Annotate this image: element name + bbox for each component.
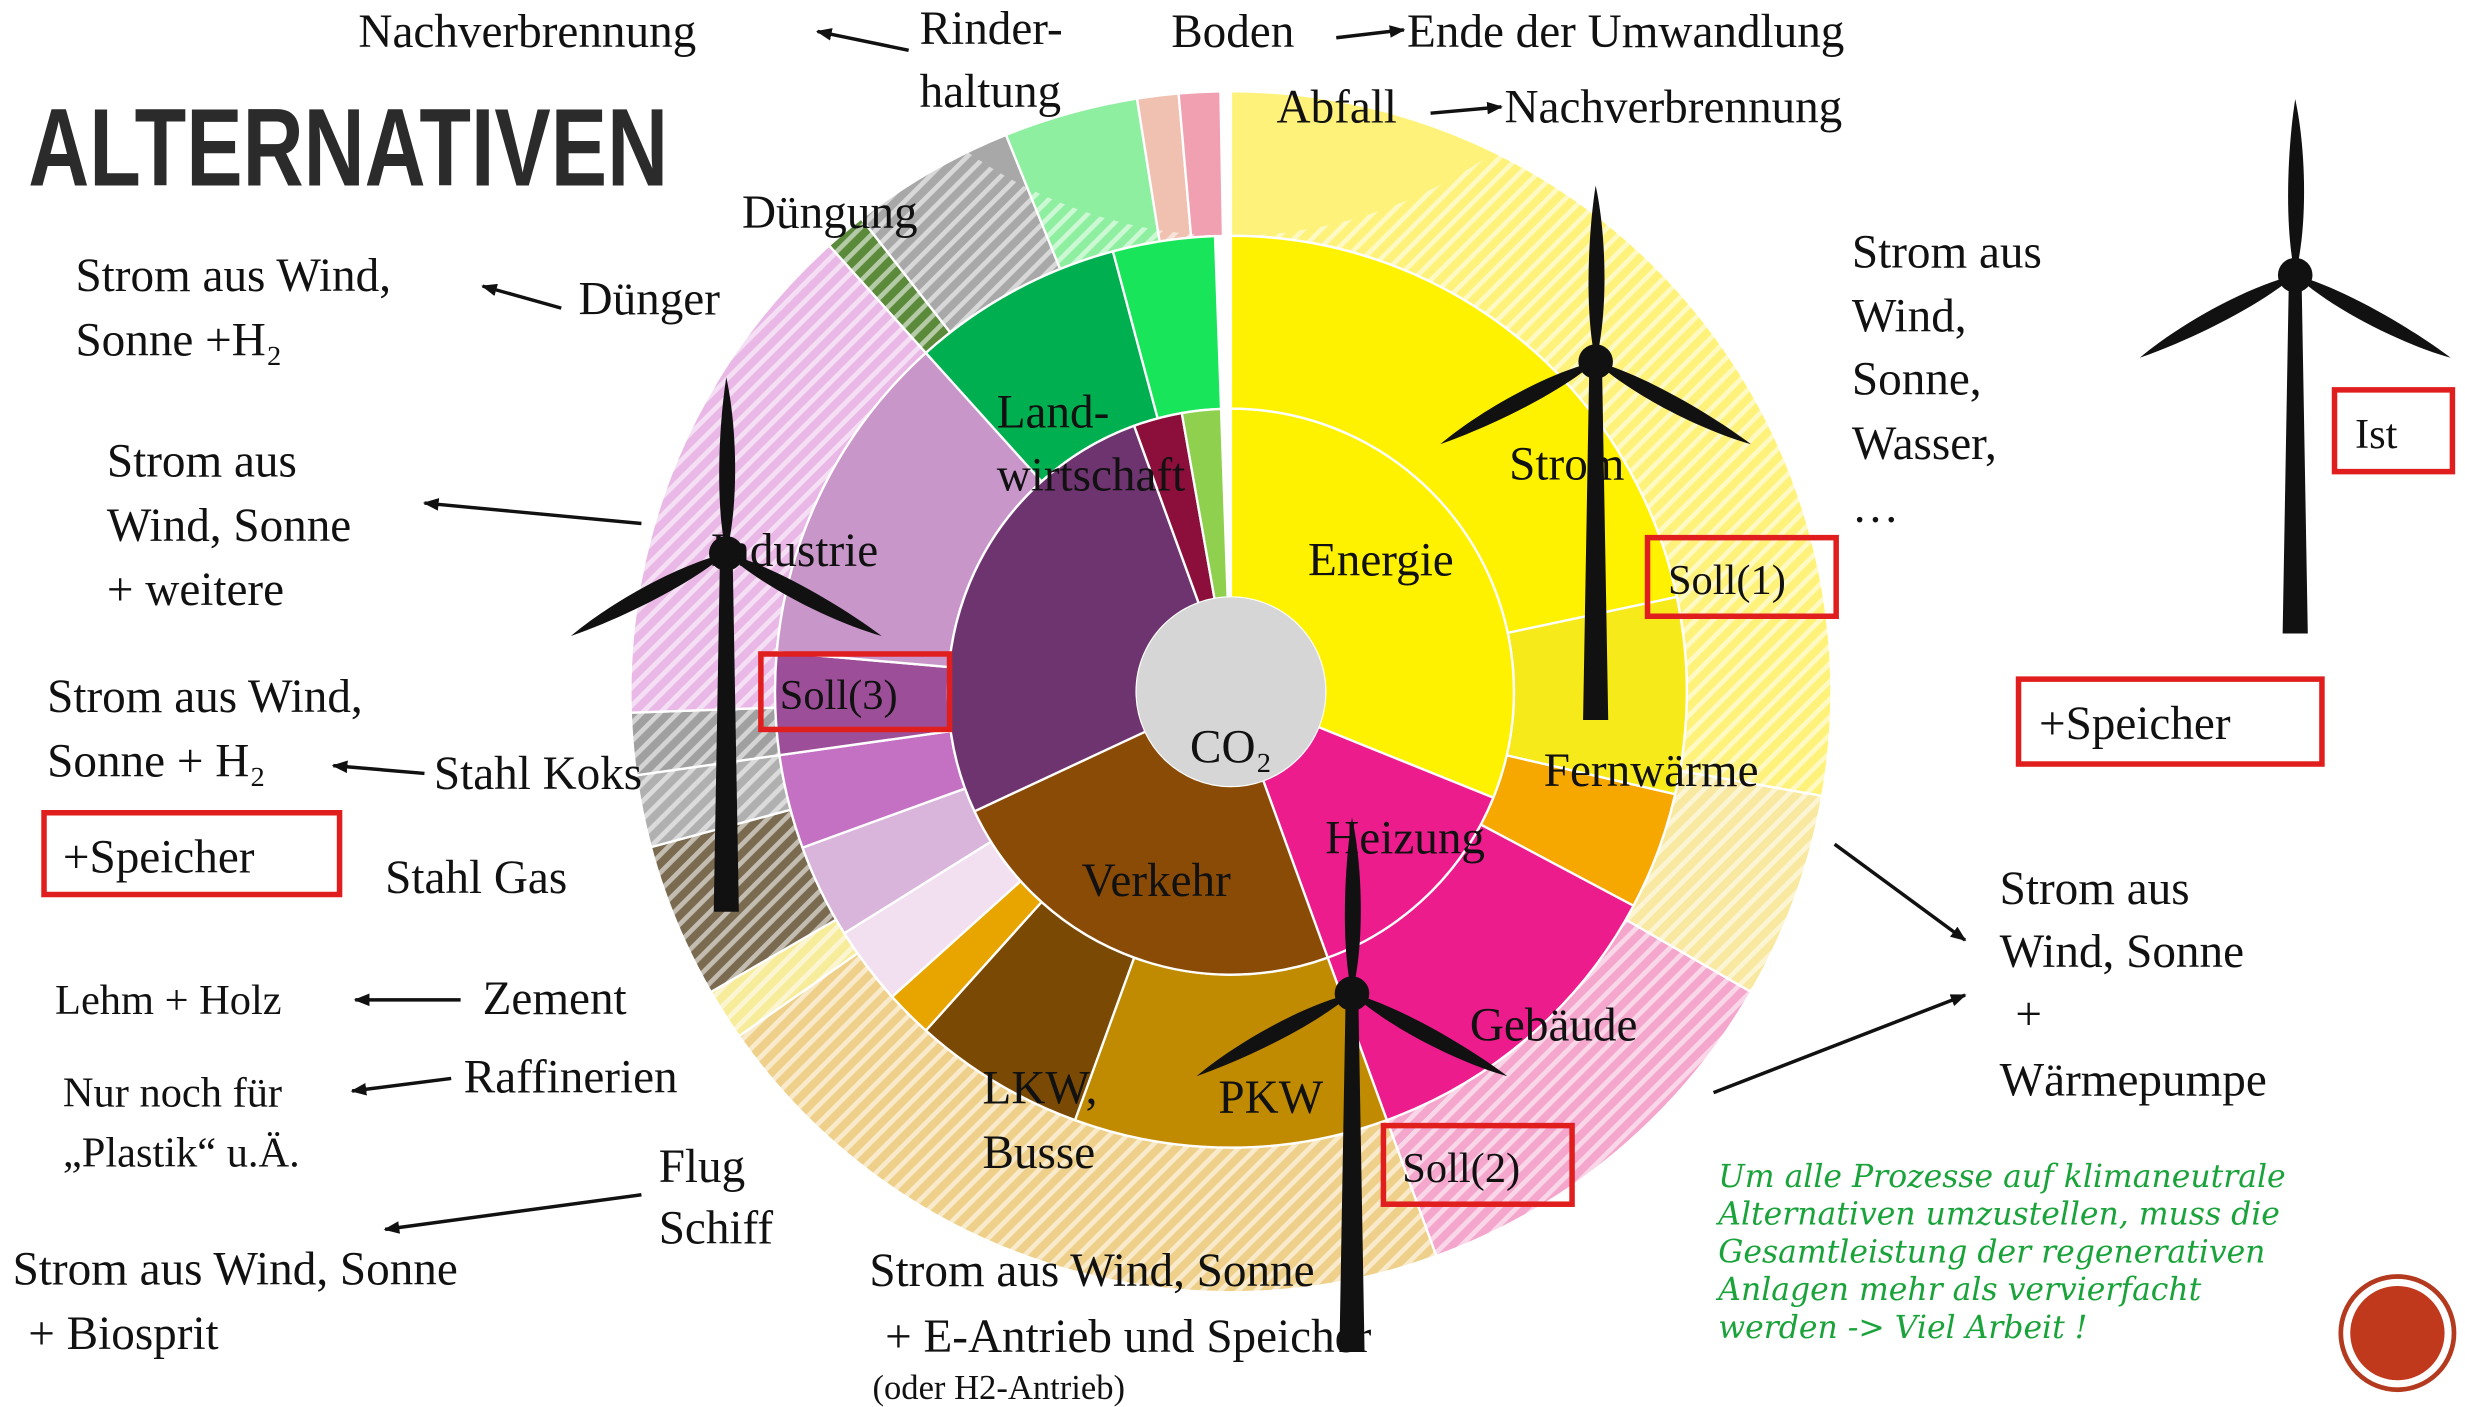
label: Strom aus Wind, [47,671,363,723]
label: Anlagen mehr als vervierfacht [1715,1272,2201,1308]
label: Wasser, [1852,418,1997,470]
label: CO₂ [1190,721,1272,773]
label: Strom [1509,438,1624,490]
label: Gesamtleistung der regenerativen [1718,1234,2265,1270]
label: Nachverbrennung [358,6,696,58]
label: Schiff [659,1203,774,1255]
label: Soll(1) [1668,557,1786,604]
label: Wind, Sonne [107,500,351,552]
label: Wärmepumpe [2000,1055,2267,1107]
label: Düngung [742,187,918,239]
label: haltung [920,66,1061,118]
label: Ist [2355,411,2398,458]
sector [972,730,1330,976]
label: Ende der Umwandlung [1407,6,1844,58]
box [1644,534,1839,620]
label: Alternativen umzustellen, muss die [1715,1197,2280,1233]
label: Stahl Koks [434,748,642,800]
slide-icon [2338,1274,2457,1393]
label: +Speicher [2039,698,2231,750]
box [2331,387,2456,475]
label: Sonne + H₂ [47,736,266,788]
label: + [2015,989,2042,1041]
label: Energie [1308,534,1454,586]
label: Strom aus [2000,863,2190,915]
label: Wind, Sonne [2000,926,2244,978]
label: Gebäude [1470,1000,1638,1052]
label: wirtschaft [997,449,1186,501]
box [1380,1122,1575,1207]
label: Strom aus [1852,226,2042,278]
center-circle [1136,597,1326,787]
label: Boden [1171,6,1294,58]
label: Dünger [579,273,721,325]
label: Lehm + Holz [55,977,282,1024]
label: Nachverbrennung [1504,82,1842,134]
label: Stahl Gas [385,852,567,904]
label: Zement [483,973,627,1025]
label: Strom aus Wind, Sonne [869,1245,1314,1297]
label: Soll(2) [1402,1145,1520,1192]
label: Strom aus Wind, Sonne [13,1243,458,1295]
label: LKW, [983,1063,1098,1115]
label: Strom aus [107,435,297,487]
label: + weitere [107,564,284,616]
label: Soll(3) [780,672,898,719]
label: … [1852,481,1899,533]
label: Fernwärme [1544,745,1759,797]
box [758,651,953,733]
label: Raffinerien [464,1052,678,1104]
label: „Plastik“ u.Ä. [63,1129,300,1176]
label: Land- [997,387,1110,439]
label: Sonne +H₂ [75,314,282,366]
label: Strom aus Wind, [75,250,391,302]
box [2015,676,2325,767]
label: Rinder- [920,3,1063,55]
title: ALTERNATIVEN [28,87,668,210]
label: Flug [659,1141,745,1193]
label: Um alle Prozesse auf klimaneutrale [1718,1159,2285,1195]
label: PKW [1218,1072,1323,1124]
label: Verkehr [1082,855,1232,907]
box [41,810,343,898]
label: Sonne, [1852,354,1982,406]
label: Abfall [1277,82,1397,134]
arrows [331,25,1967,1234]
label: werden -> Viel Arbeit ! [1718,1310,2087,1346]
label: Nur noch für [63,1070,282,1117]
label: +Speicher [63,831,255,883]
label: Busse [983,1127,1096,1179]
label: Wind, [1852,291,1967,343]
label: + Biosprit [28,1308,218,1360]
label: + E-Antrieb und Speicher [885,1311,1372,1363]
label: (oder H2-Antrieb) [872,1369,1125,1407]
